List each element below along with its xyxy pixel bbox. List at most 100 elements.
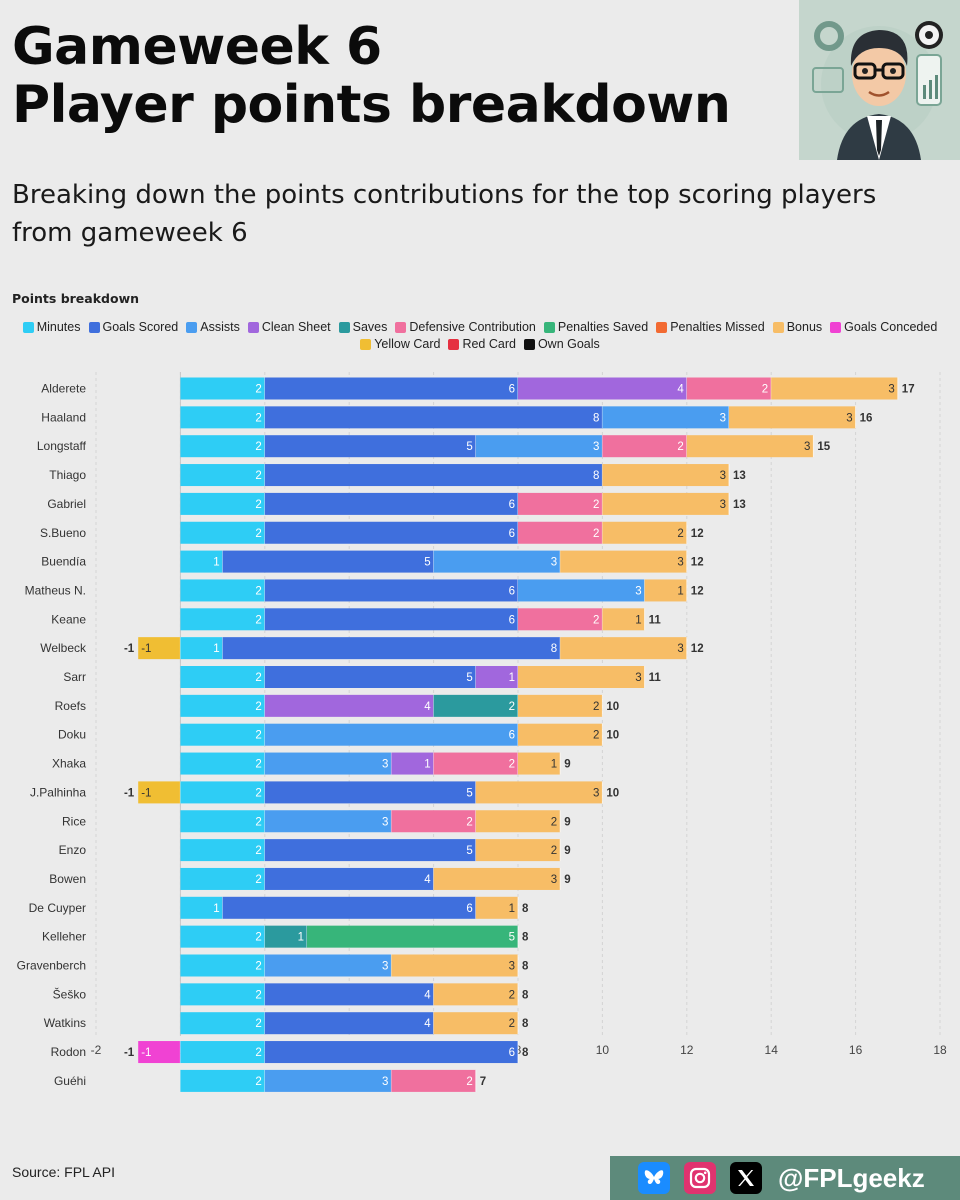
segment-value-label: 3 xyxy=(846,412,852,424)
player-name-label: Watkins xyxy=(44,1016,86,1030)
bar-segment xyxy=(518,492,603,515)
player-name-label: S.Bueno xyxy=(40,526,86,540)
x-tick-label: 18 xyxy=(933,1043,947,1057)
segment-value-label: 1 xyxy=(213,557,219,569)
bar-segment xyxy=(433,752,518,775)
bar-segment xyxy=(264,521,518,544)
source-note: Source: FPL API xyxy=(12,1164,115,1180)
total-label: 10 xyxy=(606,787,619,799)
segment-value-label: 2 xyxy=(509,701,515,713)
legend-label: Bonus xyxy=(786,320,823,334)
x-tick-label: 10 xyxy=(596,1043,610,1057)
bar-segment xyxy=(180,954,265,977)
bar-segment xyxy=(518,752,561,775)
bar-segment xyxy=(686,435,814,458)
segment-value-label: 1 xyxy=(509,903,515,915)
bar-segment xyxy=(180,406,265,429)
segment-value-label: 3 xyxy=(677,643,683,655)
bar-segment xyxy=(264,752,392,775)
segment-value-label: 2 xyxy=(255,701,261,713)
total-label: 15 xyxy=(817,441,830,453)
total-label: 12 xyxy=(691,585,704,597)
legend-item: Yellow Card xyxy=(360,337,440,351)
bar-segment xyxy=(475,781,603,804)
legend-swatch xyxy=(22,321,34,333)
segment-value-label: 2 xyxy=(466,816,472,828)
total-label: 9 xyxy=(564,759,570,771)
legend-item: Goals Conceded xyxy=(830,320,937,334)
bar-segment xyxy=(264,435,476,458)
total-label: 12 xyxy=(691,528,704,540)
player-name-label: Enzo xyxy=(59,843,87,857)
segment-value-label: 1 xyxy=(213,643,219,655)
player-name-label: Bowen xyxy=(49,872,86,886)
segment-value-label: 1 xyxy=(677,585,683,597)
bar-segment xyxy=(180,435,265,458)
player-name-label: Keane xyxy=(51,612,86,626)
bar-segment xyxy=(138,1041,181,1064)
bar-segment xyxy=(560,637,687,660)
bar-segment xyxy=(180,867,265,890)
player-name-label: Alderete xyxy=(41,382,86,396)
bar-segment xyxy=(433,694,518,717)
player-name-label: Haaland xyxy=(41,410,86,424)
player-name-label: Guéhi xyxy=(54,1074,86,1088)
total-label: 13 xyxy=(733,499,746,511)
bluesky-icon[interactable] xyxy=(638,1162,670,1194)
bar-segment xyxy=(518,694,603,717)
segment-value-label: 1 xyxy=(635,614,641,626)
segment-value-label: 2 xyxy=(255,499,261,511)
segment-value-label: 3 xyxy=(593,787,599,799)
total-label: 17 xyxy=(902,384,915,396)
bar-segment xyxy=(391,752,434,775)
legend-label: Clean Sheet xyxy=(261,320,331,334)
x-icon[interactable] xyxy=(730,1162,762,1194)
segment-value-label: 3 xyxy=(720,412,726,424)
bar-segment xyxy=(475,839,561,862)
segment-value-label: 3 xyxy=(382,1076,388,1088)
total-label: 8 xyxy=(522,989,529,1001)
legend-swatch xyxy=(543,321,555,333)
bar-segment xyxy=(475,896,518,919)
bar-segment xyxy=(180,1012,265,1035)
segment-value-label: 6 xyxy=(509,528,515,540)
legend-label: Own Goals xyxy=(537,337,600,351)
segment-value-label: 6 xyxy=(509,384,515,396)
total-label: 8 xyxy=(522,1047,529,1059)
segment-value-label: 3 xyxy=(593,441,599,453)
social-handle[interactable]: @FPLgeekz xyxy=(778,1162,925,1193)
legend-label: Penalties Missed xyxy=(670,320,765,334)
bar-segment xyxy=(518,666,645,688)
bar-segment xyxy=(180,550,223,573)
legend-item: Penalties Missed xyxy=(656,320,765,334)
bar-segment xyxy=(433,1012,518,1035)
instagram-icon[interactable] xyxy=(684,1162,716,1194)
bar-segment xyxy=(518,723,603,746)
bar-segment xyxy=(391,1069,476,1092)
bar-segment xyxy=(264,983,434,1006)
segment-value-label: 6 xyxy=(509,1047,515,1059)
segment-value-label: 5 xyxy=(466,441,472,453)
player-name-label: Thiago xyxy=(49,468,86,482)
segment-value-label: -1 xyxy=(141,1047,151,1059)
legend-swatch xyxy=(656,321,668,333)
total-label: 12 xyxy=(691,557,704,569)
bar-segment xyxy=(602,608,645,631)
segment-value-label: 5 xyxy=(509,932,515,944)
total-label: 10 xyxy=(606,730,619,742)
bar-segment xyxy=(180,492,265,515)
bar-segment xyxy=(222,637,561,660)
bar-segment xyxy=(686,377,772,400)
bar-segment xyxy=(264,492,518,515)
chart-heading: Points breakdown xyxy=(12,291,140,306)
bar-segment xyxy=(729,406,856,429)
segment-value-label: 2 xyxy=(255,730,261,742)
bar-segment xyxy=(180,723,265,746)
bar-segment xyxy=(180,464,265,487)
legend-swatch xyxy=(830,321,842,333)
total-label: 8 xyxy=(522,1018,529,1030)
total-label: 8 xyxy=(522,961,529,973)
player-name-label: Sarr xyxy=(63,670,86,684)
segment-value-label: 4 xyxy=(424,989,431,1001)
bar-segment xyxy=(391,954,518,977)
